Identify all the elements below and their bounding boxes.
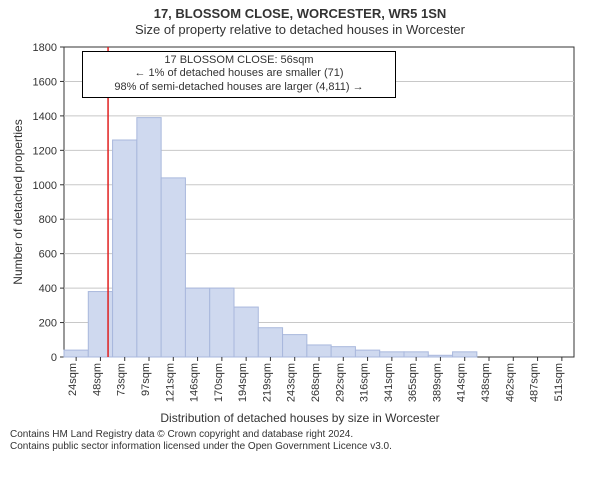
x-tick-label: 194sqm (237, 363, 249, 402)
histogram-bar (404, 351, 428, 356)
chart-container: Number of detached properties 0 200 400 600… (0, 39, 600, 409)
x-tick-label: 73sqm (116, 363, 128, 396)
y-axis-label: Number of detached properties (11, 119, 25, 284)
x-tick-label: 243sqm (286, 363, 298, 402)
x-tick-label: 389sqm (431, 363, 443, 402)
footer-line2: Contains public sector information licen… (10, 441, 590, 453)
histogram-bar (283, 334, 307, 356)
x-tick-label: 170sqm (213, 363, 225, 402)
histogram-bar (428, 355, 452, 357)
y-tick-label: 1000 (33, 179, 57, 191)
x-tick-label: 97sqm (140, 363, 152, 396)
x-tick-label: 487sqm (529, 363, 541, 402)
histogram-bar (88, 291, 112, 356)
x-tick-label: 341sqm (383, 363, 395, 402)
x-tick-label: 316sqm (359, 363, 371, 402)
x-tick-label: 365sqm (407, 363, 419, 402)
histogram-bar (307, 344, 331, 356)
histogram-bar (185, 288, 209, 357)
y-tick-label: 0 (51, 352, 57, 364)
footer-line1: Contains HM Land Registry data © Crown c… (10, 429, 590, 441)
y-tick-label: 1800 (33, 42, 57, 54)
footer: Contains HM Land Registry data © Crown c… (0, 425, 600, 453)
histogram-bar (258, 327, 282, 356)
annotation-line1: 17 BLOSSOM CLOSE: 56sqm (89, 54, 389, 68)
page-title-line2: Size of property relative to detached ho… (0, 22, 600, 38)
y-tick-label: 1400 (33, 110, 57, 122)
x-axis-label: Distribution of detached houses by size … (0, 411, 600, 425)
histogram-bar (453, 351, 477, 356)
annotation-line3: 98% of semi-detached houses are larger (… (89, 81, 389, 95)
page-title-line1: 17, BLOSSOM CLOSE, WORCESTER, WR5 1SN (0, 6, 600, 22)
y-tick-label: 600 (39, 248, 57, 260)
x-tick-label: 438sqm (480, 363, 492, 402)
x-tick-label: 462sqm (504, 363, 516, 402)
histogram-bar (380, 351, 404, 356)
x-tick-label: 511sqm (553, 363, 565, 401)
x-tick-label: 219sqm (261, 363, 273, 402)
x-tick-label: 146sqm (189, 363, 201, 402)
histogram-bar (137, 117, 161, 356)
histogram-bar (64, 350, 88, 357)
annotation-box: 17 BLOSSOM CLOSE: 56sqm ← 1% of detached… (82, 51, 396, 98)
annotation-line2: ← 1% of detached houses are smaller (71) (89, 67, 389, 81)
y-tick-label: 800 (39, 214, 57, 226)
histogram-bar (161, 177, 185, 356)
x-tick-label: 48sqm (91, 363, 103, 396)
x-tick-label: 24sqm (67, 363, 79, 396)
histogram-bar (210, 288, 234, 357)
x-tick-label: 268sqm (310, 363, 322, 402)
y-tick-label: 400 (39, 283, 57, 295)
y-tick-label: 1600 (33, 76, 57, 88)
x-tick-label: 121sqm (164, 363, 176, 402)
y-tick-label: 200 (39, 317, 57, 329)
histogram-bar (234, 307, 258, 357)
histogram-bar (113, 140, 137, 357)
x-tick-label: 292sqm (334, 363, 346, 402)
histogram-bar (355, 350, 379, 357)
x-tick-label: 414sqm (456, 363, 468, 402)
histogram-bar (331, 346, 355, 356)
y-tick-label: 1200 (33, 145, 57, 157)
